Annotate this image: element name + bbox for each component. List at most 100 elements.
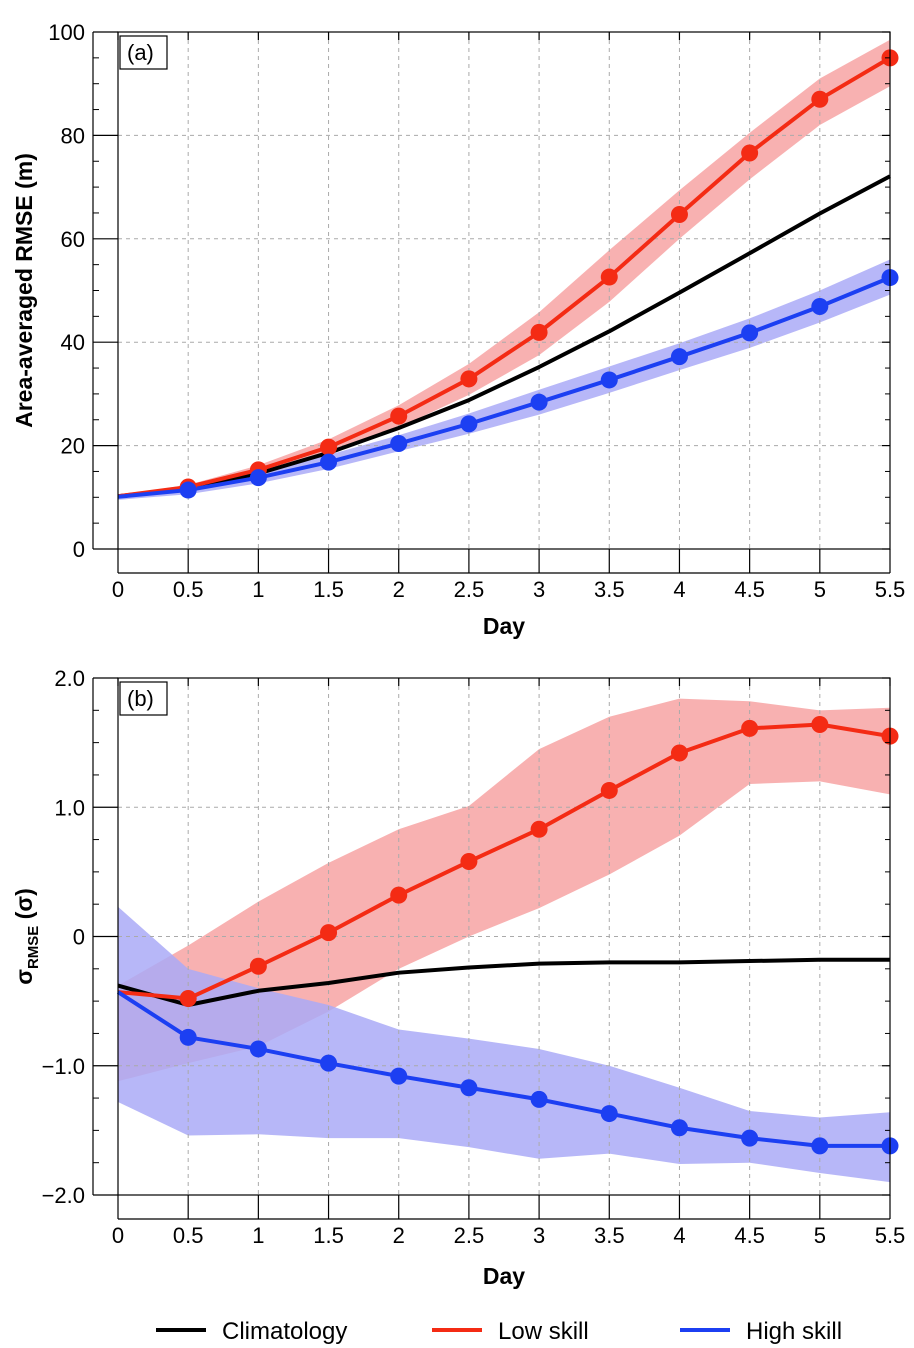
panel-a-y-tick-label-0: 0 (73, 537, 85, 562)
panel-b-y-tick-labels: −2.0 −1.0 0 1.0 2.0 (42, 666, 85, 1208)
panel-a-line-high-skill (117, 275, 891, 499)
panel-b-point-low-skill-0p5 (179, 990, 197, 1008)
panel-b-y-axis-title-rest: (σ) (11, 888, 37, 925)
legend-label-high-skill: High skill (746, 1318, 842, 1345)
panel-b-y-axis-title: σRMSE (σ) (11, 888, 42, 985)
panel-a-point-low-skill-2 (390, 407, 408, 425)
panel-a-ticks (92, 31, 891, 574)
panel-b-line-climatology (117, 957, 890, 1008)
panel-a-point-low-skill-3 (530, 323, 548, 341)
panel-a-y-axis-title: Area-averaged RMSE (m) (11, 153, 37, 428)
panel-b-tag-box: (b) (119, 681, 168, 716)
panel-a-y-tick-label-20: 20 (61, 434, 85, 459)
legend-item-climatology: Climatology (156, 1318, 347, 1345)
panel-b-point-high-skill-0p5 (179, 1028, 197, 1046)
panel-b-x-tick-label-4p5: 4.5 (734, 1223, 765, 1248)
panel-b-x-tick-label-0: 0 (112, 1223, 124, 1248)
panel-a-point-high-skill-1 (249, 469, 267, 487)
panel-a-point-low-skill-4p5 (741, 144, 759, 162)
panel-a-band-low-skill (118, 39, 890, 498)
panel-b-x-axis-title: Day (483, 1263, 525, 1289)
panel-a-markers (179, 49, 899, 499)
panel-b-y-tick-label-0: 0 (73, 925, 85, 950)
panel-a-y-tick-label-40: 40 (61, 330, 85, 355)
panel-a-line-low-skill (117, 56, 892, 499)
panel-b-point-low-skill-1p5 (320, 924, 338, 942)
panel-b-y-tick-label-1: 1.0 (54, 795, 85, 820)
panel-b-x-tick-label-3p5: 3.5 (594, 1223, 625, 1248)
panel-a-tag: (a) (127, 40, 154, 65)
panel-a-x-tick-label-1: 1 (252, 577, 264, 602)
panel-b-y-tick-label-2: 2.0 (54, 666, 85, 691)
panel-a-x-tick-label-3: 3 (533, 577, 545, 602)
panel-a-grid (118, 32, 890, 549)
panel-b-bands (118, 698, 890, 1183)
panel-a-point-high-skill-1p5 (320, 453, 338, 471)
panel-b-point-high-skill-4p5 (741, 1129, 759, 1147)
panel-b-point-high-skill-2p5 (460, 1079, 478, 1097)
panel-a-tag-box: (a) (119, 35, 168, 70)
panel-a-y-tick-label-80: 80 (61, 123, 85, 148)
panel-a-rmse-chart: 0 0.5 1 1.5 2 2.5 3 3.5 4 4.5 5 5.5 0 20 40 60 80 100 (a… (11, 20, 905, 639)
panel-b-point-low-skill-2 (390, 886, 408, 904)
panel-a-x-tick-label-2: 2 (393, 577, 405, 602)
panel-b-y-tick-label-m1: −1.0 (42, 1054, 85, 1079)
legend-item-low-skill: Low skill (432, 1318, 589, 1345)
legend-label-low-skill: Low skill (498, 1318, 589, 1345)
panel-a-x-axis-title: Day (483, 613, 525, 639)
panel-b-x-tick-label-5p5: 5.5 (875, 1223, 906, 1248)
panel-b-band-high-skill (118, 906, 890, 1183)
panel-b-ticks (92, 677, 891, 1220)
panel-a-x-tick-label-0p5: 0.5 (173, 577, 204, 602)
panel-b-point-high-skill-3 (530, 1090, 548, 1108)
legend: Climatology Low skill High skill (156, 1318, 842, 1345)
panel-b-y-axis-title-subscript: RMSE (25, 926, 42, 969)
panel-b-x-tick-labels: 0 0.5 1 1.5 2 2.5 3 3.5 4 4.5 5 5.5 (112, 1223, 905, 1248)
panel-a-point-high-skill-2 (390, 435, 408, 453)
panel-b-point-low-skill-3p5 (600, 781, 618, 799)
panel-b-point-high-skill-1 (249, 1040, 267, 1058)
panel-b-sigma-chart: 0 0.5 1 1.5 2 2.5 3 3.5 4 4.5 5 5.5 −2.0 −1.0 0 1.0 2.0… (11, 666, 905, 1289)
panel-a-y-tick-label-60: 60 (61, 227, 85, 252)
panel-b-x-tick-label-3: 3 (533, 1223, 545, 1248)
panel-a-x-tick-label-2p5: 2.5 (454, 577, 485, 602)
panel-a-frame (117, 31, 891, 550)
panel-a-point-high-skill-0p5 (179, 481, 197, 499)
panel-b-point-low-skill-3 (530, 820, 548, 838)
legend-label-climatology: Climatology (222, 1318, 347, 1345)
panel-b-x-tick-label-5: 5 (814, 1223, 826, 1248)
panel-a-point-low-skill-3p5 (600, 268, 618, 286)
panel-a-x-tick-label-5p5: 5.5 (875, 577, 906, 602)
panel-b-x-tick-label-1p5: 1.5 (313, 1223, 344, 1248)
panel-b-tag: (b) (127, 686, 154, 711)
panel-a-x-tick-label-1p5: 1.5 (313, 577, 344, 602)
panel-a-point-high-skill-4p5 (741, 324, 759, 342)
panel-b-point-high-skill-4 (670, 1119, 688, 1137)
panel-a-band-high-skill (118, 259, 890, 500)
panel-b-x-tick-label-2p5: 2.5 (454, 1223, 485, 1248)
panel-b-point-high-skill-3p5 (600, 1105, 618, 1123)
panel-a-point-low-skill-5 (811, 90, 829, 108)
panel-a-x-tick-labels: 0 0.5 1 1.5 2 2.5 3 3.5 4 4.5 5 5.5 (112, 577, 905, 602)
panel-a-point-high-skill-3 (530, 393, 548, 411)
panel-b-point-high-skill-1p5 (320, 1054, 338, 1072)
panel-b-point-low-skill-5 (811, 716, 829, 734)
panel-b-x-tick-label-2: 2 (393, 1223, 405, 1248)
panel-a-lines (117, 56, 892, 499)
panel-b-x-tick-label-0p5: 0.5 (173, 1223, 204, 1248)
panel-b-line-low-skill (117, 722, 891, 1001)
panel-a-x-tick-label-5: 5 (814, 577, 826, 602)
panel-a-point-low-skill-1p5 (320, 438, 338, 456)
panel-b-x-tick-label-4: 4 (673, 1223, 685, 1248)
panel-a-point-low-skill-4 (670, 206, 688, 224)
panel-b-y-axis-title-main: σ (11, 969, 37, 985)
panel-a-point-high-skill-5 (811, 298, 829, 316)
panel-a-line-climatology (117, 174, 891, 499)
panel-b-point-high-skill-5 (811, 1137, 829, 1155)
panel-a-bands (118, 39, 890, 500)
legend-item-high-skill: High skill (680, 1318, 842, 1345)
panel-a-point-high-skill-3p5 (600, 371, 618, 389)
panel-b-grid (118, 678, 890, 1195)
panel-b-point-low-skill-2p5 (460, 853, 478, 871)
